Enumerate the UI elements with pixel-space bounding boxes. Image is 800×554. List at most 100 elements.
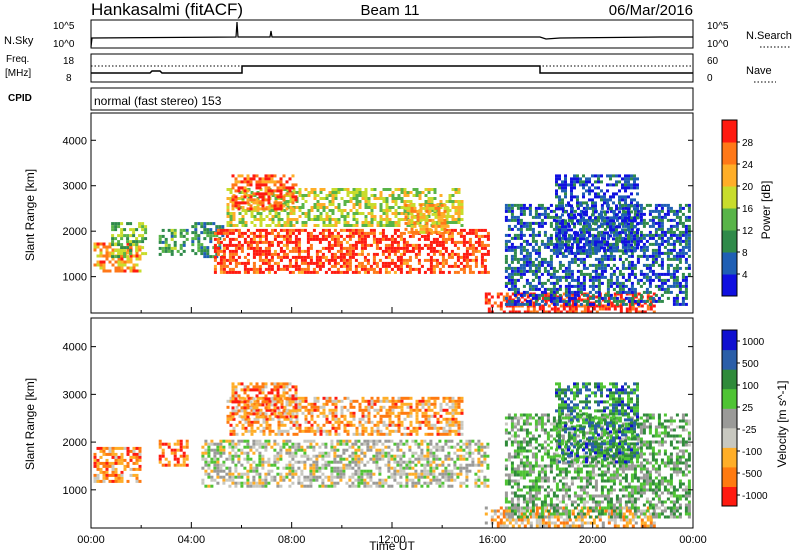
heatmap-cell — [480, 240, 484, 244]
heatmap-cell — [508, 310, 512, 313]
heatmap-cell — [528, 263, 532, 267]
heatmap-cell — [345, 228, 349, 232]
heatmap-cell — [318, 445, 322, 449]
heatmap-cell — [129, 254, 133, 258]
heatmap-cell — [250, 200, 254, 203]
heatmap-cell — [636, 177, 639, 181]
heatmap-cell — [432, 249, 436, 253]
heatmap-cell — [345, 481, 349, 485]
heatmap-cell — [390, 457, 394, 461]
heatmap-cell — [249, 448, 253, 452]
heatmap-cell — [240, 249, 244, 253]
heatmap-cell — [226, 212, 230, 215]
heatmap-cell — [276, 460, 280, 464]
heatmap-cell — [576, 204, 579, 208]
heatmap-cell — [270, 463, 274, 467]
heatmap-cell — [179, 231, 183, 235]
heatmap-cell — [552, 251, 556, 255]
heatmap-cell — [105, 257, 109, 261]
heatmap-cell — [271, 209, 275, 212]
heatmap-cell — [234, 481, 238, 485]
heatmap-cell — [561, 225, 564, 229]
heatmap-cell — [301, 206, 305, 209]
heatmap-cell — [597, 287, 601, 291]
heatmap-cell — [654, 203, 658, 207]
heatmap-cell — [228, 243, 232, 247]
heatmap-cell — [306, 261, 310, 265]
heatmap-cell — [426, 267, 430, 271]
heatmap-cell — [651, 269, 655, 273]
heatmap-cell — [678, 206, 682, 210]
heatmap-cell — [182, 451, 186, 455]
heatmap-cell — [525, 224, 529, 228]
heatmap-cell — [209, 234, 213, 238]
heatmap-cell — [420, 246, 424, 250]
heatmap-cell — [253, 215, 257, 218]
heatmap-cell — [120, 252, 124, 256]
heatmap-cell — [486, 463, 490, 467]
heatmap-cell — [471, 228, 475, 232]
heatmap-cell — [132, 467, 136, 471]
heatmap-cell — [552, 293, 556, 297]
heatmap-cell — [342, 261, 346, 265]
heatmap-cell — [570, 207, 573, 211]
heatmap-cell — [276, 207, 280, 211]
heatmap-cell — [203, 255, 207, 259]
heatmap-cell — [337, 206, 341, 209]
heatmap-cell — [132, 234, 136, 238]
heatmap-cell — [585, 201, 588, 205]
heatmap-cell — [273, 207, 277, 211]
heatmap-cell — [603, 266, 607, 270]
heatmap-cell — [627, 177, 630, 181]
heatmap-cell — [678, 290, 682, 294]
heatmap-cell — [264, 258, 268, 262]
heatmap-cell — [648, 236, 652, 240]
heatmap-cell — [633, 212, 637, 216]
heatmap-cell — [306, 255, 310, 259]
heatmap-cell — [570, 204, 573, 208]
heatmap-cell — [684, 275, 688, 279]
heatmap-cell — [391, 200, 395, 203]
heatmap-cell — [271, 221, 275, 224]
heatmap-cell — [99, 266, 103, 270]
heatmap-cell — [681, 230, 685, 234]
nsky-label: N.Sky — [4, 35, 34, 47]
heatmap-cell — [379, 191, 383, 194]
heatmap-cell — [246, 240, 250, 244]
heatmap-cell — [301, 194, 305, 197]
heatmap-cell — [369, 243, 373, 247]
heatmap-cell — [381, 231, 385, 235]
heatmap-cell — [451, 206, 455, 209]
heatmap-cell — [207, 472, 211, 476]
heatmap-cell — [642, 254, 646, 258]
heatmap-cell — [342, 442, 346, 446]
heatmap-cell — [507, 272, 511, 276]
heatmap-cell — [219, 267, 223, 271]
heatmap-cell — [579, 251, 583, 255]
heatmap-cell — [468, 463, 472, 467]
heatmap-cell — [546, 263, 550, 267]
heatmap-cell — [430, 188, 434, 191]
heatmap-cell — [612, 216, 615, 220]
heatmap-cell — [366, 261, 370, 265]
heatmap-cell — [393, 466, 397, 470]
heatmap-cell — [573, 209, 577, 213]
heatmap-cell — [339, 439, 343, 443]
heatmap-cell — [366, 445, 370, 449]
heatmap-cell — [630, 269, 634, 273]
heatmap-cell — [179, 228, 183, 232]
heatmap-cell — [209, 240, 213, 244]
heatmap-cell — [678, 266, 682, 270]
heatmap-cell — [400, 206, 404, 209]
heatmap-cell — [318, 454, 322, 458]
heatmap-cell — [423, 463, 427, 467]
heatmap-cell — [141, 237, 145, 241]
heatmap-cell — [348, 267, 352, 271]
heatmap-cell — [666, 230, 670, 234]
heatmap-cell — [289, 200, 293, 203]
heatmap-cell — [322, 188, 326, 191]
colorbar-segment — [722, 274, 737, 297]
heatmap-cell — [396, 448, 400, 452]
heatmap-cell — [285, 186, 289, 190]
heatmap-cell — [243, 264, 247, 268]
